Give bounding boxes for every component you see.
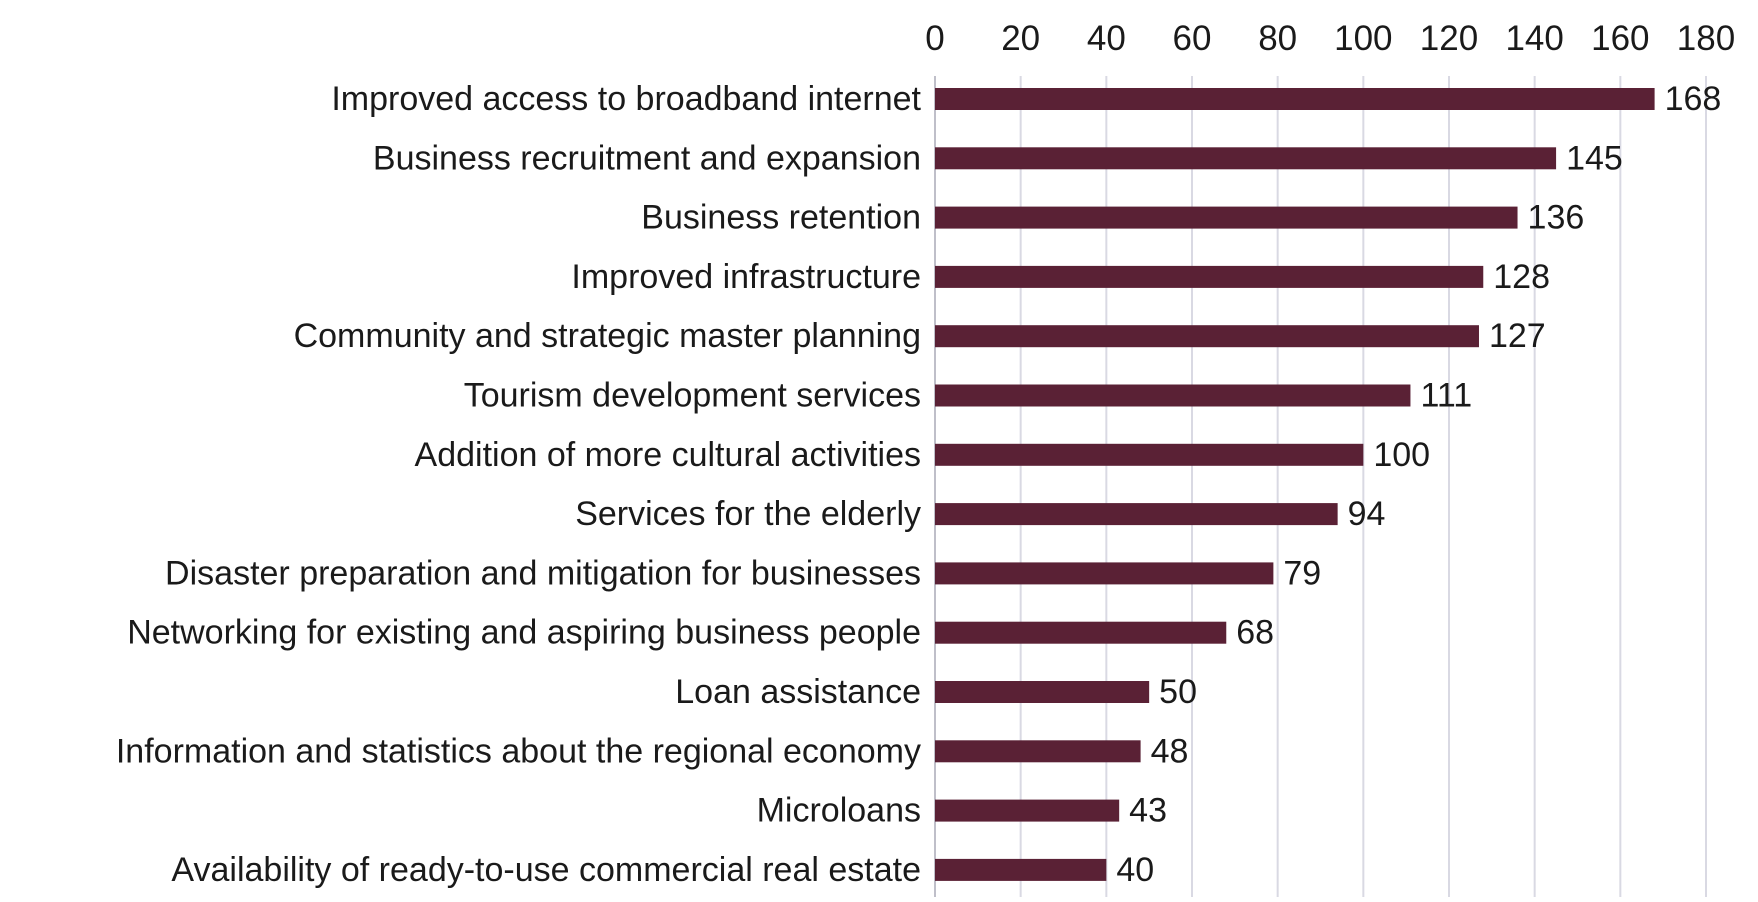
data-label: 79 bbox=[1283, 554, 1321, 592]
data-label: 145 bbox=[1566, 139, 1623, 177]
bar bbox=[935, 740, 1141, 763]
x-tick-label: 160 bbox=[1591, 19, 1649, 58]
bar bbox=[935, 265, 1484, 288]
data-label: 68 bbox=[1236, 614, 1274, 652]
data-label: 168 bbox=[1665, 80, 1722, 118]
data-label: 94 bbox=[1348, 495, 1386, 533]
x-tick-label: 0 bbox=[925, 19, 944, 58]
category-label: Disaster preparation and mitigation for … bbox=[165, 554, 921, 592]
data-label: 50 bbox=[1159, 673, 1197, 711]
data-label: 48 bbox=[1151, 732, 1189, 770]
bar bbox=[935, 562, 1274, 585]
data-label: 127 bbox=[1489, 317, 1546, 355]
bar bbox=[935, 621, 1227, 644]
data-label: 128 bbox=[1493, 258, 1550, 296]
category-label: Improved access to broadband internet bbox=[331, 80, 921, 118]
category-labels: Improved access to broadband internet Bus… bbox=[116, 80, 922, 889]
bar bbox=[935, 799, 1120, 822]
bars bbox=[935, 88, 1655, 881]
data-label: 43 bbox=[1129, 792, 1167, 830]
category-label: Availability of ready-to-use commercial … bbox=[171, 851, 921, 889]
bar bbox=[935, 88, 1655, 110]
bar bbox=[935, 325, 1479, 348]
bar bbox=[935, 147, 1557, 170]
bar bbox=[935, 681, 1150, 703]
bar bbox=[935, 384, 1411, 407]
data-label: 111 bbox=[1420, 377, 1472, 415]
category-label: Networking for existing and aspiring bus… bbox=[127, 614, 921, 652]
bar bbox=[935, 503, 1338, 526]
data-label: 100 bbox=[1373, 436, 1430, 474]
x-tick-label: 80 bbox=[1258, 19, 1297, 58]
x-tick-label: 140 bbox=[1505, 19, 1563, 58]
x-tick-label: 100 bbox=[1334, 19, 1392, 58]
bar bbox=[935, 206, 1518, 229]
category-label: Business recruitment and expansion bbox=[373, 139, 921, 177]
x-axis-ticks: 0 20 40 60 80 100 120 140 160 180 bbox=[925, 19, 1735, 58]
category-label: Loan assistance bbox=[675, 673, 921, 711]
category-label: Community and strategic master planning bbox=[294, 317, 921, 355]
bar bbox=[935, 443, 1364, 466]
x-tick-label: 40 bbox=[1087, 19, 1126, 58]
category-label: Addition of more cultural activities bbox=[415, 436, 921, 474]
data-label: 136 bbox=[1528, 199, 1585, 237]
category-label: Improved infrastructure bbox=[571, 258, 921, 296]
category-label: Services for the elderly bbox=[575, 495, 921, 533]
category-label: Information and statistics about the reg… bbox=[116, 732, 921, 770]
gridlines bbox=[934, 76, 1707, 897]
category-label: Microloans bbox=[757, 792, 921, 830]
category-label: Business retention bbox=[641, 199, 921, 237]
category-label: Tourism development services bbox=[464, 377, 921, 415]
x-tick-label: 180 bbox=[1677, 19, 1735, 58]
data-label: 40 bbox=[1116, 851, 1154, 889]
x-tick-label: 120 bbox=[1420, 19, 1478, 58]
x-tick-label: 60 bbox=[1173, 19, 1212, 58]
x-tick-label: 20 bbox=[1001, 19, 1040, 58]
bar bbox=[935, 858, 1107, 881]
